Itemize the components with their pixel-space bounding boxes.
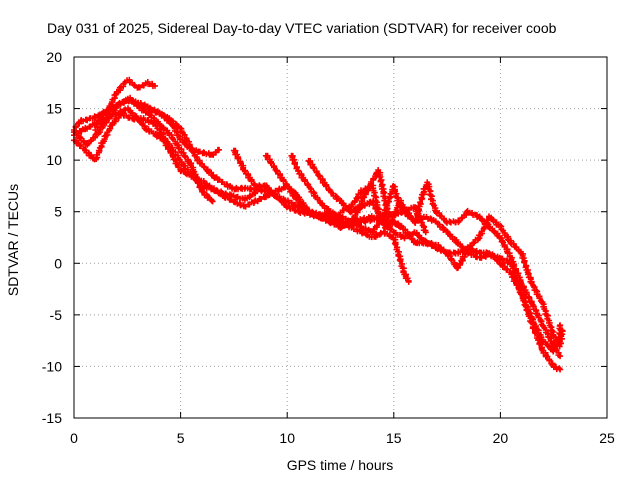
y-tick-label: 10 xyxy=(46,152,62,168)
data-series-9 xyxy=(288,152,564,360)
x-tick-label: 10 xyxy=(279,430,295,446)
y-tick-label: -15 xyxy=(42,410,62,426)
grid xyxy=(74,57,607,418)
y-tick-label: 5 xyxy=(54,204,62,220)
x-tick-label: 0 xyxy=(70,430,78,446)
chart-title: Day 031 of 2025, Sidereal Day-to-day VTE… xyxy=(47,20,557,36)
data-series-11 xyxy=(337,182,566,350)
y-tick-label: 15 xyxy=(46,101,62,117)
y-tick-label: 0 xyxy=(54,255,62,271)
y-tick-label: -5 xyxy=(50,307,63,323)
x-tick-label: 15 xyxy=(386,430,402,446)
y-tick-label: -10 xyxy=(42,358,62,374)
plot-frame xyxy=(73,56,608,419)
x-tick-label: 20 xyxy=(493,430,509,446)
axis-ticks: 0 5 10 15 20 25 -15 -10 -5 0 5 10 15 20 xyxy=(42,49,615,446)
y-tick-label: 20 xyxy=(46,49,62,65)
x-axis-title: GPS time / hours xyxy=(287,457,394,473)
y-axis-title: SDTVAR / TECUs xyxy=(5,184,21,296)
x-tick-label: 5 xyxy=(177,430,185,446)
x-tick-label: 25 xyxy=(599,430,615,446)
